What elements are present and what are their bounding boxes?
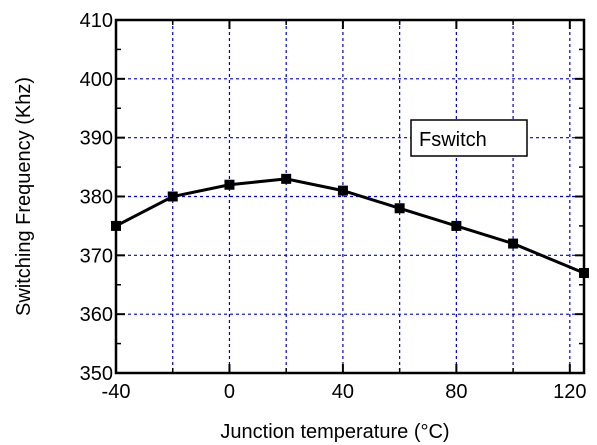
legend: Fswitch [410,119,528,157]
data-point [451,220,462,231]
data-point [167,191,178,202]
legend-label-fswitch: Fswitch [419,129,487,151]
y-tick-label: 350 [80,363,113,385]
data-point [508,238,519,249]
y-tick-label: 380 [80,187,113,209]
y-tick-label: 400 [80,69,113,91]
legend-box [410,119,528,157]
x-tick-label: -40 [102,381,131,403]
data-point [281,173,292,184]
data-point [337,185,348,196]
x-tick-label: 120 [553,381,586,403]
data-point [224,179,235,190]
x-tick-label: 40 [332,381,354,403]
x-tick-label: 0 [224,381,235,403]
y-axis-label: Switching Frequency (Khz) [13,77,35,316]
y-tick-label: 370 [80,245,113,267]
x-tick-label: 80 [445,381,467,403]
axis-ticks: 350 360 370 380 390 400 410 -40 0 40 80 120 [80,10,587,403]
series-line [115,177,585,275]
y-tick-label: 410 [80,10,113,32]
y-tick-label: 360 [80,304,113,326]
series-fswitch [111,173,589,278]
y-tick-label: 390 [80,128,113,150]
x-axis-label: Junction temperature (°C) [220,421,449,443]
data-point [394,203,405,214]
gridlines [116,20,584,373]
